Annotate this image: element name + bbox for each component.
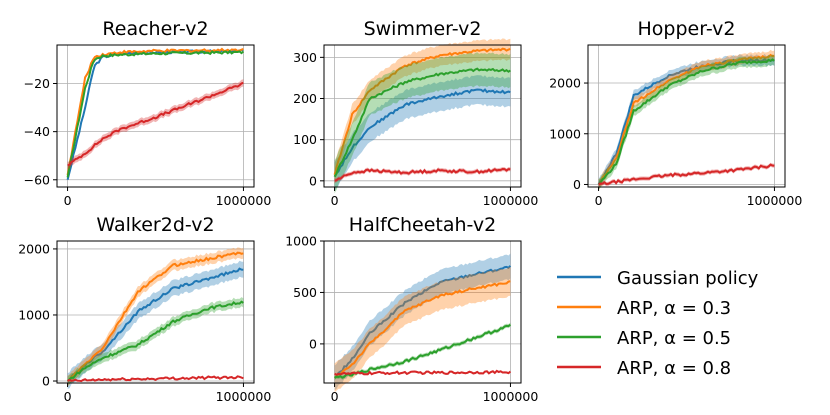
- legend-label-arp-03: ARP, α = 0.3: [617, 298, 731, 319]
- series-reacher-v2-arp-0-3: [66, 47, 244, 176]
- chart-halfcheetah-v2: HalfCheetah-v2 0 500 1000 0 1000000: [285, 214, 538, 404]
- band-swimmer-v2-gaussian-policy: [334, 75, 511, 192]
- ytick-label-hopper-v2-0: 0: [573, 177, 581, 192]
- ytick-label-swimmer-v2-1: 100: [293, 132, 317, 147]
- xtick-label-reacher-v2-0: 0: [64, 193, 72, 208]
- band-hopper-v2-gaussian-policy: [598, 53, 775, 190]
- ytick-label-halfcheetah-v2-2: 1000: [285, 234, 317, 249]
- xtick-label-walker2d-v2-1: 1000000: [216, 389, 272, 404]
- chart-reacher-v2: Reacher-v2 −60 −40 −20 0 1000000: [24, 18, 272, 208]
- xtick-label-hopper-v2-1: 1000000: [747, 193, 803, 208]
- series-hopper-v2-arp-0-5: [597, 58, 775, 186]
- series-swimmer-v2-arp-0-5: [333, 67, 511, 178]
- ytick-label-walker2d-v2-1: 1000: [18, 307, 50, 322]
- ytick-label-reacher-v2-0: −60: [24, 172, 50, 187]
- ytick-label-walker2d-v2-0: 0: [42, 374, 50, 389]
- ytick-label-halfcheetah-v2-0: 0: [309, 336, 317, 351]
- chart-title-hopper-v2: Hopper-v2: [638, 18, 736, 40]
- ytick-label-halfcheetah-v2-1: 500: [293, 285, 317, 300]
- ytick-label-hopper-v2-1: 1000: [549, 126, 581, 141]
- chart-title-reacher-v2: Reacher-v2: [102, 18, 208, 40]
- chart-title-swimmer-v2: Swimmer-v2: [364, 18, 482, 40]
- series-swimmer-v2-arp-0-3: [333, 47, 511, 175]
- ytick-label-swimmer-v2-0: 0: [309, 173, 317, 188]
- xtick-label-swimmer-v2-0: 0: [331, 193, 339, 208]
- series-halfcheetah-v2-arp-0-5: [334, 323, 512, 379]
- ytick-label-swimmer-v2-3: 300: [293, 50, 317, 65]
- axes-frame-reacher-v2: [56, 44, 255, 188]
- series-walker2d-v2-arp-0-3: [67, 251, 244, 382]
- chart-title-walker2d-v2: Walker2d-v2: [96, 214, 214, 236]
- band-swimmer-v2-arp-0-3: [334, 38, 511, 185]
- chart-swimmer-v2: Swimmer-v2 0 100 200 300 0 1000000: [293, 18, 538, 208]
- band-walker2d-v2-arp-0-5: [67, 297, 244, 386]
- series-swimmer-v2-arp-0-8: [334, 167, 511, 182]
- xtick-label-halfcheetah-v2-1: 1000000: [483, 389, 539, 404]
- band-reacher-v2-arp-0-8: [67, 79, 244, 169]
- xtick-label-swimmer-v2-1: 1000000: [483, 193, 539, 208]
- band-hopper-v2-arp-0-5: [598, 54, 775, 190]
- axes-frame-hopper-v2: [587, 44, 786, 188]
- band-halfcheetah-v2-gaussian-policy: [334, 253, 511, 391]
- ytick-label-walker2d-v2-2: 2000: [18, 241, 50, 256]
- legend-label-arp-05: ARP, α = 0.5: [617, 328, 731, 349]
- ytick-label-hopper-v2-2: 2000: [549, 76, 581, 91]
- axes-frame-walker2d-v2: [56, 240, 255, 384]
- series-hopper-v2-arp-0-8: [598, 163, 775, 186]
- series-halfcheetah-v2-arp-0-8: [334, 369, 512, 376]
- axes-frame-halfcheetah-v2: [323, 240, 522, 384]
- ytick-label-swimmer-v2-2: 200: [293, 91, 317, 106]
- series-swimmer-v2-gaussian-policy: [333, 88, 511, 178]
- band-walker2d-v2-arp-0-3: [67, 247, 244, 387]
- xtick-label-hopper-v2-0: 0: [595, 193, 603, 208]
- legend-label-arp-08: ARP, α = 0.8: [617, 358, 731, 379]
- axes-frame-swimmer-v2: [323, 44, 522, 188]
- series-walker2d-v2-gaussian-policy: [67, 267, 244, 382]
- ytick-label-reacher-v2-2: −20: [24, 76, 50, 91]
- series-halfcheetah-v2-gaussian-policy: [333, 265, 512, 379]
- chart-title-halfcheetah-v2: HalfCheetah-v2: [349, 214, 496, 236]
- band-halfcheetah-v2-arp-0-3: [334, 266, 511, 393]
- legend-label-gaussian: Gaussian policy: [617, 268, 759, 289]
- chart-hopper-v2: Hopper-v2 0 1000 2000 0 1000000: [549, 18, 802, 208]
- ytick-label-reacher-v2-1: −40: [24, 124, 50, 139]
- xtick-label-walker2d-v2-0: 0: [64, 389, 72, 404]
- chart-walker2d-v2: Walker2d-v2 0 1000 2000 0 1000000: [18, 214, 271, 404]
- series-walker2d-v2-arp-0-8: [67, 375, 244, 383]
- legend: Gaussian policy ARP, α = 0.3 ARP, α = 0.…: [557, 268, 759, 379]
- series-reacher-v2-arp-0-5: [66, 49, 245, 178]
- band-swimmer-v2-arp-0-5: [334, 52, 511, 194]
- series-reacher-v2-arp-0-8: [67, 81, 244, 167]
- series-walker2d-v2-arp-0-5: [66, 300, 244, 382]
- xtick-label-halfcheetah-v2-0: 0: [331, 389, 339, 404]
- xtick-label-reacher-v2-1: 1000000: [216, 193, 272, 208]
- series-halfcheetah-v2-arp-0-3: [333, 280, 511, 379]
- series-hopper-v2-arp-0-3: [597, 53, 775, 186]
